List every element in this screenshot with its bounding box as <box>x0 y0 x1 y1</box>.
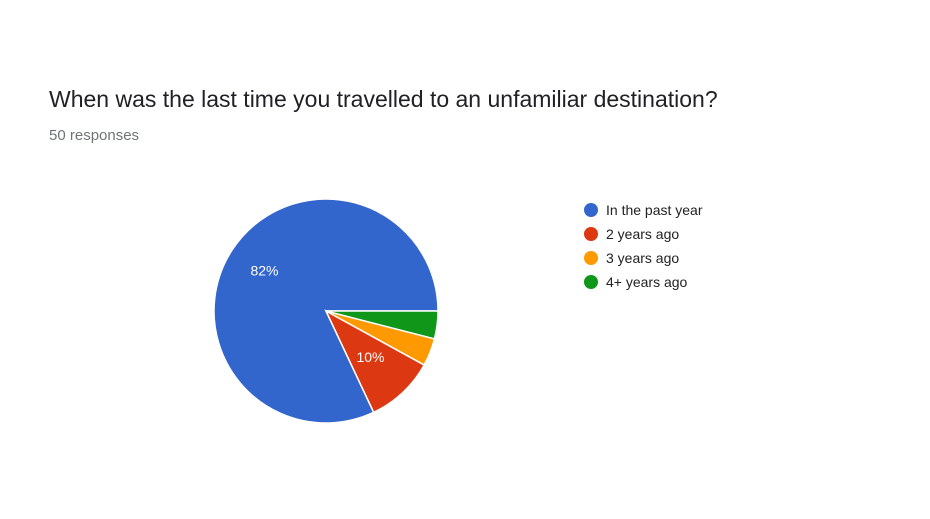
legend-label: In the past year <box>606 202 703 218</box>
chart-legend: In the past year 2 years ago 3 years ago 4+… <box>584 198 703 294</box>
legend-swatch-icon <box>584 275 598 289</box>
question-title: When was the last time you travelled to … <box>49 86 718 112</box>
legend-swatch-icon <box>584 251 598 265</box>
pie-slice-label: 82% <box>250 263 278 279</box>
legend-swatch-icon <box>584 227 598 241</box>
pie-slice-label: 10% <box>356 349 384 365</box>
pie-slice-4-years-ago[interactable] <box>325 310 439 340</box>
pie-slice-labels: 82% 10% <box>250 263 384 365</box>
legend-item[interactable]: 3 years ago <box>584 246 703 270</box>
legend-label: 3 years ago <box>606 250 680 266</box>
pie-slices <box>213 198 439 424</box>
legend-item[interactable]: 4+ years ago <box>584 270 703 294</box>
legend-label: 4+ years ago <box>606 274 688 290</box>
response-count: 50 responses <box>49 127 140 144</box>
legend-item[interactable]: 2 years ago <box>584 222 703 246</box>
legend-label: 2 years ago <box>606 226 680 242</box>
legend-swatch-icon <box>584 203 598 217</box>
legend-item[interactable]: In the past year <box>584 198 703 222</box>
